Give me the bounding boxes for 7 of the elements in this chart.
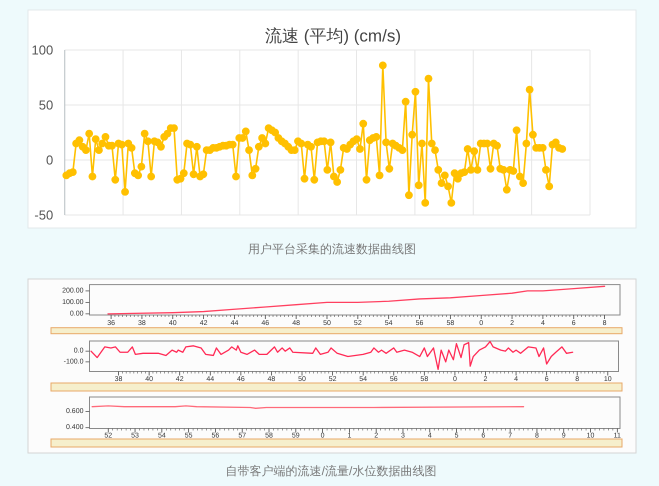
text: 用户平台采集的流速数据曲线图 [248, 242, 416, 256]
text: 自带客户端的流速/流量/水位数据曲线图 [226, 464, 436, 478]
y-tick-label: 100 [31, 42, 54, 58]
y-tick-label: -50 [34, 208, 54, 222]
y-tick-label: 50 [38, 98, 54, 112]
chart-title: 流速 (平均) (cm/s) [265, 26, 401, 46]
y-tick-label: 0 [46, 152, 54, 168]
